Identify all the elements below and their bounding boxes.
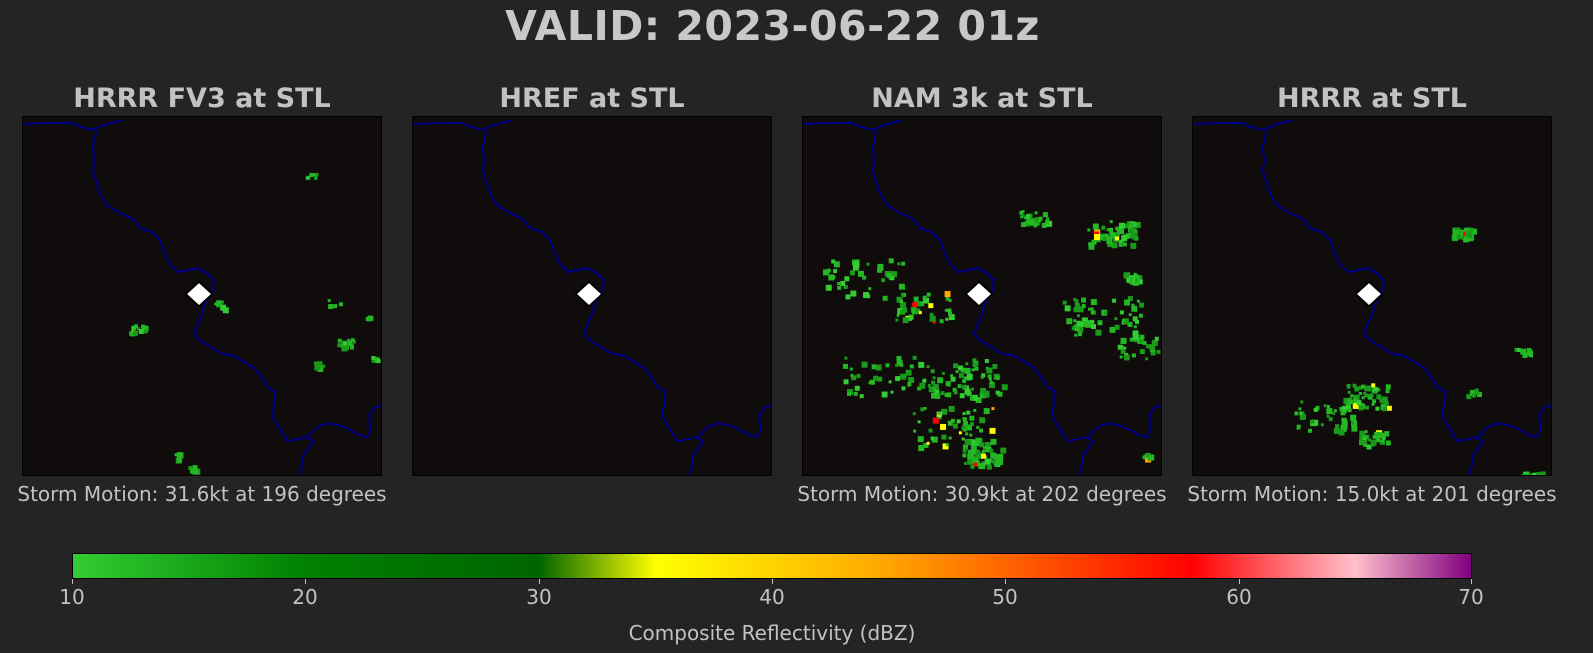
storm-motion-text: Storm Motion: 31.6kt at 196 degrees [17,482,387,506]
storm-motion-text: Storm Motion: 30.9kt at 202 degrees [797,482,1167,506]
river-line-right [1476,404,1551,439]
colorbar-tick-mark [72,579,73,584]
river-line [413,119,705,475]
diamond-icon [1354,280,1384,308]
colorbar-tick-mark [1005,579,1006,584]
storm-motion-text: Storm Motion: 15.0kt at 201 degrees [1187,482,1557,506]
colorbar-tick-label: 40 [759,585,785,609]
colorbar-tick-mark [772,579,773,584]
panel-title: HREF at STL [499,83,685,114]
colorbar-tick-label: 70 [1458,585,1484,609]
river-line [1193,119,1485,475]
river-line [23,119,315,475]
river-line [803,119,1095,475]
panel-title: NAM 3k at STL [871,83,1093,114]
colorbar: 10 20 30 40 50 60 70 Composite Reflectiv… [59,553,1484,645]
colorbar-tick-label: 20 [292,585,318,609]
map-view [1192,116,1552,476]
diamond-icon [574,280,604,308]
colorbar-gradient [72,553,1472,579]
reflectivity-echoes [1294,227,1546,475]
map-view [412,116,772,476]
colorbar-tick-label: 60 [1226,585,1252,609]
river-line-right [306,404,381,439]
river-line-right [1086,404,1161,439]
reflectivity-echoes [822,210,1161,470]
colorbar-tick-mark [1471,579,1472,584]
map-view [802,116,1162,476]
colorbar-tick-label: 10 [59,585,85,609]
colorbar-tick-label: 50 [992,585,1018,609]
map-view [22,116,382,476]
reflectivity-echoes [128,172,381,475]
page-title: VALID: 2023-06-22 01z [505,2,1040,50]
colorbar-tick-mark [1239,579,1240,584]
diamond-icon [964,280,994,308]
diamond-icon [184,280,214,308]
panel-title: HRRR FV3 at STL [73,83,331,114]
colorbar-ticks: 10 20 30 40 50 60 70 [59,579,1484,609]
colorbar-tick-mark [539,579,540,584]
colorbar-label: Composite Reflectivity (dBZ) [628,621,916,645]
river-line-right [696,404,771,439]
colorbar-tick-mark [305,579,306,584]
colorbar-tick-label: 30 [526,585,552,609]
panel-title: HRRR at STL [1277,83,1467,114]
